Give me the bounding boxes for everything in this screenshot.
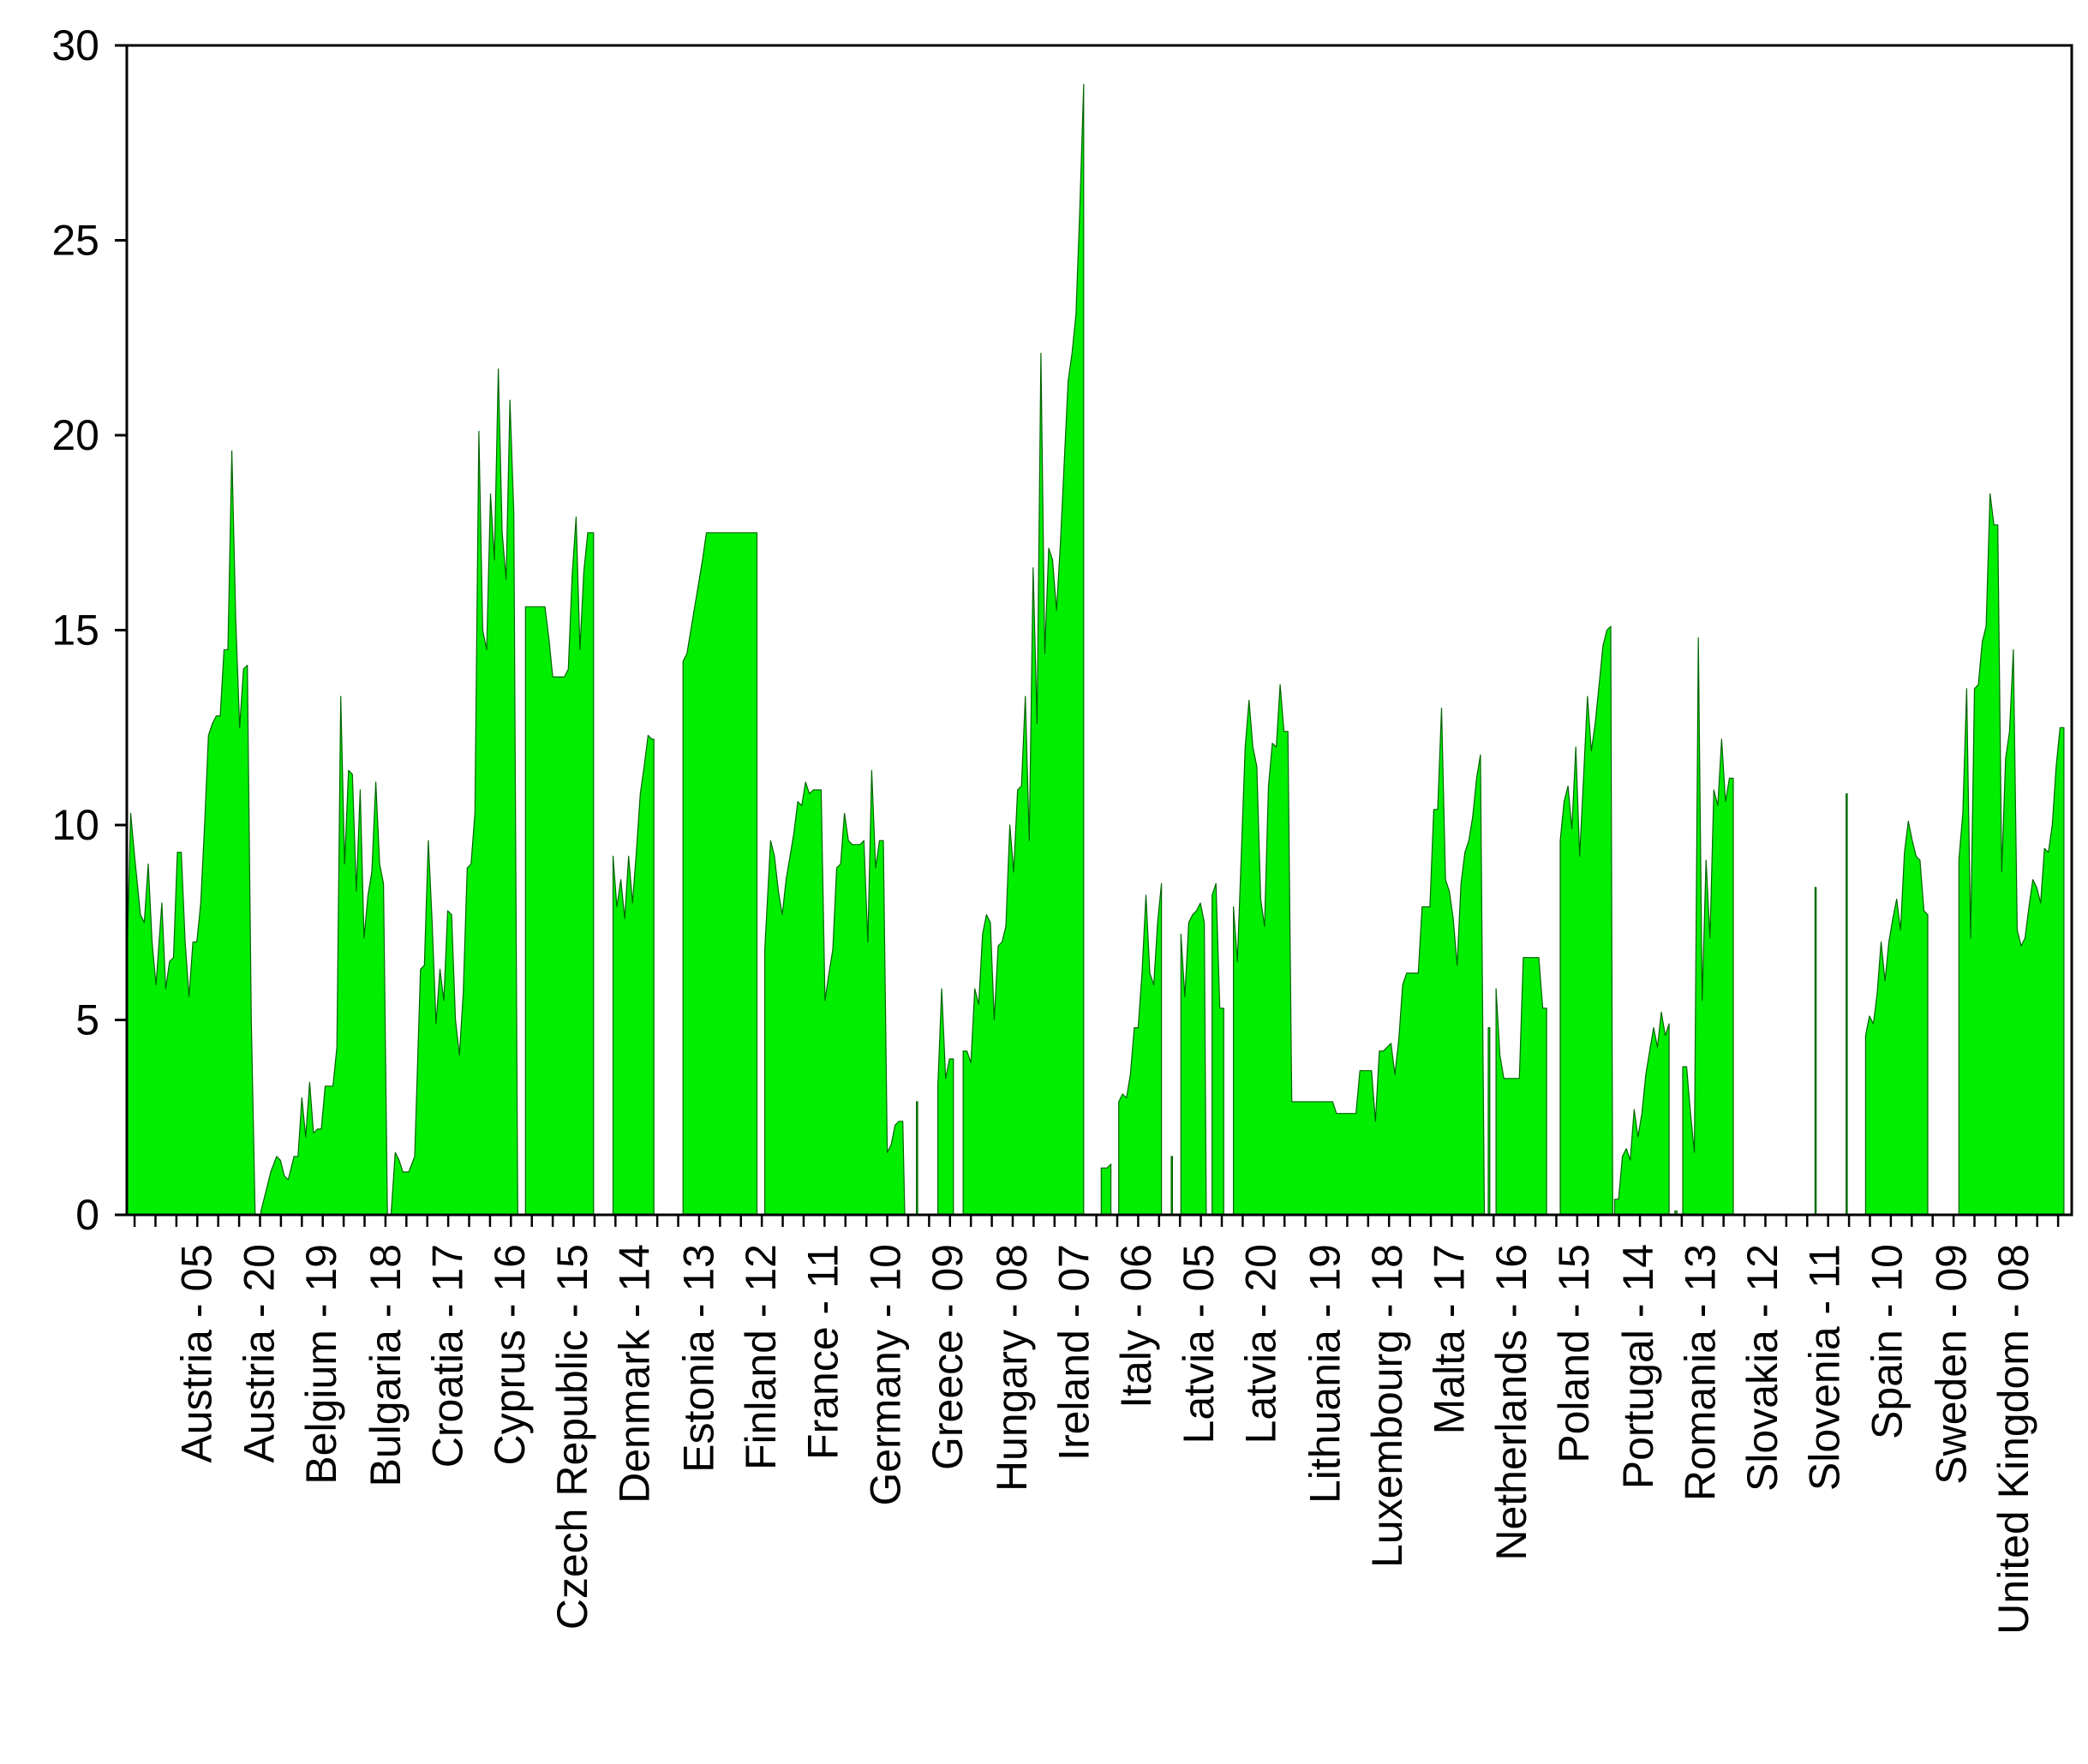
series-area-segment-2 <box>260 696 388 1216</box>
series-area-segment-16 <box>1233 684 1486 1216</box>
x-tick-label-12: Germany - 10 <box>861 1244 909 1506</box>
x-tick-label-1: Austria - 05 <box>173 1244 221 1463</box>
series-area-segment-6 <box>682 532 758 1216</box>
x-tick-label-22: Netherlands - 16 <box>1487 1244 1535 1561</box>
series-area-segment-12 <box>1118 882 1163 1216</box>
y-tick-label-0: 0 <box>75 1191 99 1239</box>
series-area-segment-3 <box>391 368 518 1216</box>
series-area-segment-7 <box>764 769 906 1216</box>
x-tick-label-10: Finland - 12 <box>737 1244 785 1470</box>
series-area-segment-4 <box>524 517 595 1216</box>
x-tick-label-13: Greece - 09 <box>924 1244 972 1470</box>
y-tick-label-5: 5 <box>75 996 99 1044</box>
x-tick-label-11: France - 11 <box>799 1244 847 1460</box>
y-tick-label-20: 20 <box>51 411 99 459</box>
x-tick-label-2: Austria - 20 <box>235 1244 283 1463</box>
plot-area <box>126 83 2065 1216</box>
x-tick-label-7: Czech Republic - 15 <box>548 1244 596 1629</box>
x-tick-label-30: United Kingdom - 08 <box>1989 1244 2037 1635</box>
y-tick-label-10: 10 <box>51 801 99 849</box>
series-area-segment-24 <box>1846 793 1848 1216</box>
series-area-segment-17 <box>1487 1027 1491 1216</box>
x-tick-label-27: Slovenia - 11 <box>1801 1244 1849 1491</box>
x-tick-label-5: Croatia - 17 <box>424 1244 472 1468</box>
x-tick-label-14: Hungary - 08 <box>988 1244 1036 1492</box>
x-tick-label-4: Bulgaria - 18 <box>362 1244 410 1487</box>
x-tick-label-29: Sweden - 09 <box>1927 1244 1975 1485</box>
series-area-segment-22 <box>1682 637 1734 1216</box>
series-area-segment-26 <box>1958 493 2065 1216</box>
x-tick-label-18: Latvia - 20 <box>1236 1244 1284 1444</box>
series-area-segment-23 <box>1814 887 1817 1216</box>
series-area-segment-20 <box>1613 1011 1670 1216</box>
x-tick-label-6: Cyprus - 16 <box>486 1244 534 1465</box>
x-tick-label-3: Belgium - 19 <box>297 1244 345 1485</box>
plot-frame <box>125 44 2073 1217</box>
x-tick-label-26: Slovakia - 12 <box>1738 1244 1786 1492</box>
x-tick-label-17: Latvia - 05 <box>1175 1244 1223 1444</box>
series-area-segment-1 <box>126 450 256 1216</box>
y-tick-label-15: 15 <box>51 607 99 655</box>
series-area-segment-11 <box>1100 1163 1112 1216</box>
series-area-segment-9 <box>937 988 954 1216</box>
x-tick-label-23: Poland - 15 <box>1550 1244 1598 1463</box>
x-tick-label-8: Denmark - 14 <box>610 1244 658 1504</box>
x-tick-label-21: Malta - 17 <box>1426 1244 1474 1434</box>
series-area-segment-14 <box>1180 902 1207 1216</box>
x-tick-label-16: Italy - 06 <box>1112 1244 1160 1408</box>
x-axis: Austria - 05 Austria - 20 Belgium - 19 Bulg… <box>133 1215 2060 1635</box>
series-area-segment-5 <box>612 734 655 1216</box>
series-area-segment-15 <box>1212 882 1224 1216</box>
x-tick-label-19: Lithuania - 19 <box>1301 1244 1349 1504</box>
series-area-segment-13 <box>1170 1156 1173 1216</box>
x-tick-label-25: Romania - 13 <box>1676 1244 1724 1501</box>
x-tick-label-28: Spain - 10 <box>1863 1244 1911 1439</box>
series-area-segment-8 <box>916 1101 918 1216</box>
y-tick-label-30: 30 <box>51 21 99 69</box>
series-area-segment-19 <box>1559 625 1613 1216</box>
series-area-segment-25 <box>1864 820 1929 1216</box>
x-tick-label-24: Portugal - 14 <box>1614 1244 1662 1489</box>
series-area-segment-10 <box>962 83 1085 1216</box>
y-tick-label-25: 25 <box>51 217 99 265</box>
x-tick-label-9: Estonia - 13 <box>674 1244 722 1473</box>
series-area-segment-18 <box>1495 957 1547 1216</box>
x-tick-label-20: Luxembourg - 18 <box>1363 1244 1411 1568</box>
y-axis: 0 5 10 15 20 25 30 <box>51 21 127 1239</box>
x-tick-label-15: Ireland - 07 <box>1050 1244 1098 1461</box>
